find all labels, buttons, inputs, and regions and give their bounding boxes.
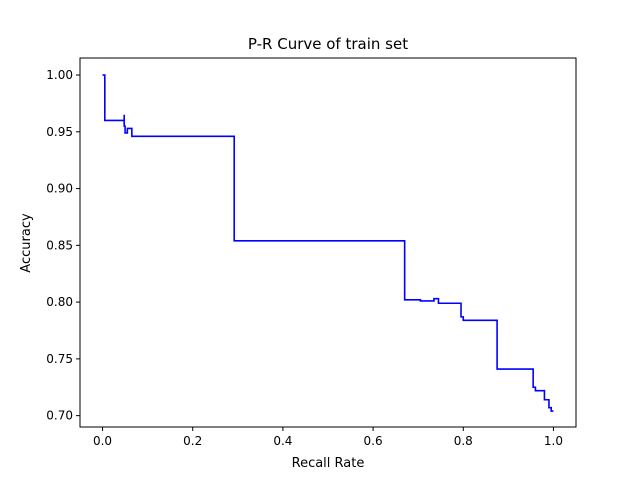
y-tick-label: 0.90 [46, 182, 73, 196]
x-tick-label: 0.8 [454, 434, 473, 448]
x-tick-label: 0.2 [183, 434, 202, 448]
x-tick-label: 0.4 [273, 434, 292, 448]
y-axis-ticks: 0.70 0.75 0.80 0.85 0.90 0.95 1.00 [46, 68, 80, 423]
x-axis-label: Recall Rate [292, 456, 365, 471]
y-tick-label: 0.85 [46, 238, 73, 252]
plot-area [102, 74, 554, 412]
y-tick-label: 0.95 [46, 125, 73, 139]
axes-frame [79, 57, 577, 428]
y-axis-label: Accuracy [19, 213, 34, 273]
x-tick-label: 0.0 [93, 434, 112, 448]
y-tick-label: 1.00 [46, 68, 73, 82]
y-tick-label: 0.75 [46, 352, 73, 366]
x-tick-label: 1.0 [544, 434, 563, 448]
y-tick-label: 0.80 [46, 295, 73, 309]
chart-title: P-R Curve of train set [248, 35, 408, 53]
x-axis-ticks: 0.0 0.2 0.4 0.6 0.8 1.0 [93, 427, 563, 448]
x-tick-label: 0.6 [364, 434, 383, 448]
y-tick-label: 0.70 [46, 409, 73, 423]
pr-curve-line-0 [102, 74, 554, 412]
